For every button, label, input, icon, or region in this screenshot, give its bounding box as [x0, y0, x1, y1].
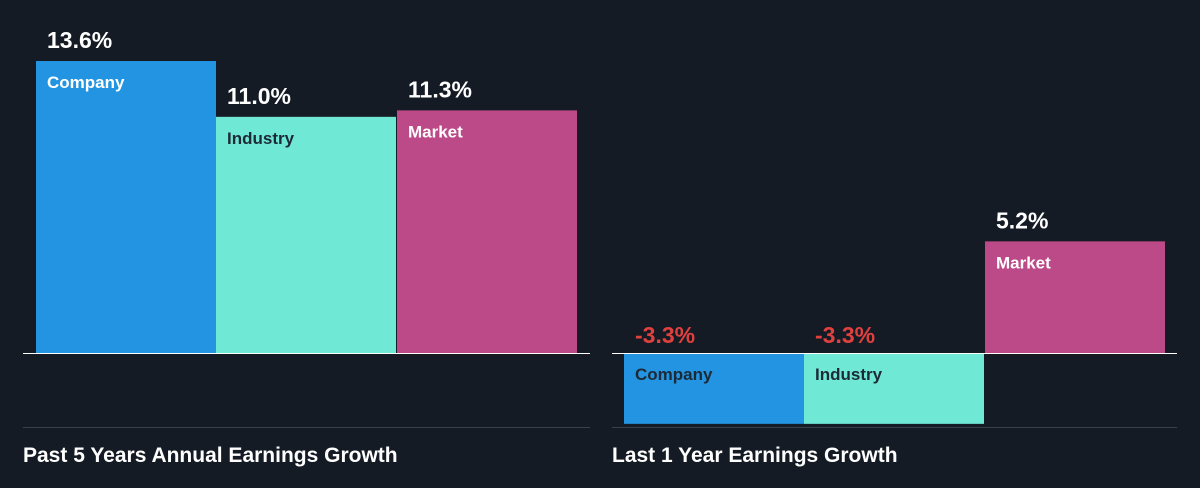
- chart-1-value-label-industry: 11.0%: [227, 83, 291, 109]
- chart-2-bar-company: [624, 353, 804, 424]
- chart-2-bar-industry: [804, 353, 984, 424]
- chart-1-bar-industry: [216, 116, 396, 353]
- chart-1-category-label-industry: Industry: [227, 129, 295, 148]
- chart-2-bar-market: [985, 241, 1165, 353]
- chart-2-value-label-industry: -3.3%: [815, 322, 875, 348]
- chart-2-value-label-market: 5.2%: [996, 207, 1048, 233]
- chart-2-category-label-company: Company: [635, 365, 713, 384]
- chart-2-value-label-company: -3.3%: [635, 322, 695, 348]
- chart-1-bar-market: [397, 110, 577, 353]
- chart-1-value-label-market: 11.3%: [408, 76, 472, 102]
- chart-1-title: Past 5 Years Annual Earnings Growth: [23, 444, 398, 467]
- chart-1-value-label-company: 13.6%: [47, 27, 112, 53]
- chart-2-category-label-industry: Industry: [815, 365, 883, 384]
- chart-1-category-label-market: Market: [408, 122, 463, 141]
- chart-2-title: Last 1 Year Earnings Growth: [612, 444, 898, 467]
- chart-1-bar-company: [36, 61, 216, 354]
- chart-2-category-label-market: Market: [996, 253, 1051, 272]
- chart-1-category-label-company: Company: [47, 73, 125, 92]
